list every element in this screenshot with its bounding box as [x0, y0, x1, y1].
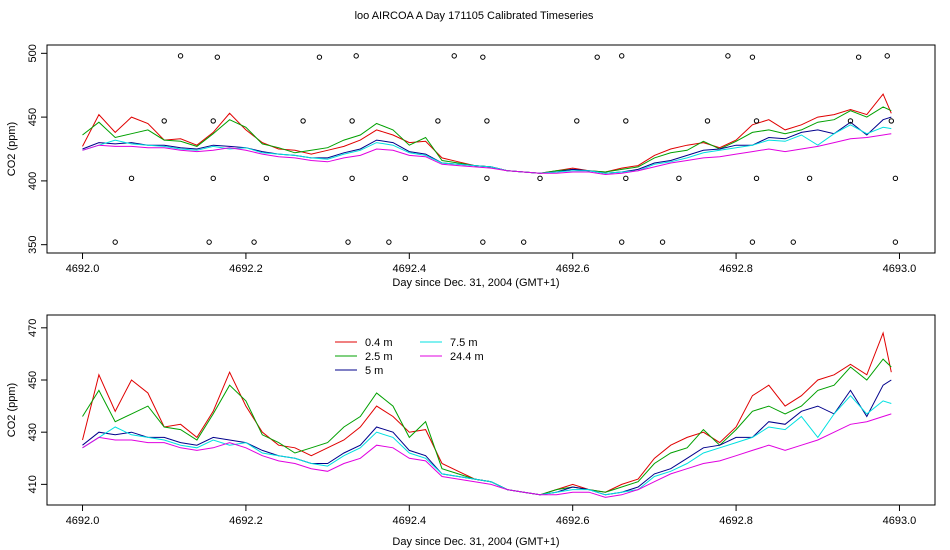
legend-label: 5 m — [365, 365, 383, 377]
legend-label: 2.5 m — [365, 351, 393, 363]
data-point-marker — [520, 239, 527, 245]
data-point-marker — [316, 54, 323, 60]
y-tick-label: 470 — [27, 319, 39, 337]
y-tick-label: 410 — [27, 475, 39, 493]
plot-frame — [46, 314, 936, 506]
y-tick-label: 400 — [27, 172, 39, 190]
data-point-marker — [537, 175, 543, 182]
data-point-marker — [753, 175, 760, 182]
data-point-marker — [484, 118, 490, 124]
data-point-marker — [214, 54, 221, 60]
data-point-marker — [480, 54, 486, 60]
data-point-marker — [451, 53, 457, 59]
y-tick-label: 350 — [27, 236, 39, 254]
series-line-7-5-m — [82, 124, 892, 174]
y-tick-label: 430 — [27, 423, 39, 441]
x-tick-label: 4693.0 — [883, 515, 917, 527]
series-group — [82, 53, 899, 245]
data-point-marker — [435, 118, 441, 124]
data-point-marker — [749, 54, 756, 60]
data-point-marker — [888, 118, 895, 124]
data-point-marker — [263, 175, 270, 182]
data-point-marker — [676, 175, 682, 182]
series-line-7-5-m — [82, 394, 892, 496]
series-line-0-4-m — [82, 93, 892, 174]
x-tick-label: 4692.8 — [719, 263, 753, 275]
data-point-marker — [704, 118, 711, 124]
data-point-marker — [659, 239, 666, 245]
x-tick-label: 4693.0 — [883, 263, 917, 275]
legend-label: 24.4 m — [450, 351, 484, 363]
data-point-marker — [619, 53, 625, 59]
legend-label: 7.5 m — [450, 337, 478, 349]
x-tick-label: 4692.2 — [229, 515, 263, 527]
x-tick-label: 4692.4 — [392, 515, 426, 527]
y-axis-label: CO2 (ppm) — [6, 122, 18, 176]
data-point-marker — [484, 175, 490, 182]
x-tick-label: 4692.2 — [229, 263, 263, 275]
data-point-marker — [806, 175, 813, 182]
series-line-5-m — [82, 116, 892, 174]
y-tick-label: 500 — [27, 44, 39, 62]
data-point-marker — [623, 118, 629, 124]
data-point-marker — [300, 118, 306, 124]
data-point-marker — [177, 53, 184, 59]
data-point-marker — [206, 239, 212, 245]
series-line-5-m — [82, 379, 892, 496]
data-point-marker — [349, 118, 355, 124]
data-point-marker — [623, 175, 629, 182]
data-point-marker — [353, 53, 359, 59]
legend: 0.4 m 2.5 m 5 m 7.5 m 24.4 m — [335, 337, 484, 377]
data-point-marker — [855, 54, 862, 60]
data-point-marker — [574, 118, 580, 124]
data-point-marker — [349, 175, 355, 182]
data-point-marker — [619, 239, 625, 245]
series-line-24-4-m — [82, 413, 892, 498]
data-point-marker — [112, 239, 118, 245]
data-point-marker — [847, 118, 854, 124]
data-point-marker — [753, 118, 760, 124]
plot-frame — [46, 44, 936, 254]
data-point-marker — [749, 239, 756, 245]
data-point-marker — [884, 53, 890, 59]
data-point-marker — [892, 239, 899, 245]
data-point-marker — [345, 239, 351, 245]
data-point-marker — [725, 53, 731, 59]
data-point-marker — [251, 239, 257, 245]
x-tick-label: 4692.4 — [392, 263, 426, 275]
data-point-marker — [210, 175, 216, 182]
chart-title: loo AIRCOA A Day 171105 Calibrated Times… — [355, 10, 594, 22]
series-group — [82, 331, 892, 498]
legend-label: 0.4 m — [365, 337, 393, 349]
x-axis-label: Day since Dec. 31, 2004 (GMT+1) — [392, 536, 559, 548]
data-point-marker — [402, 175, 408, 182]
x-axis-label: Day since Dec. 31, 2004 (GMT+1) — [392, 277, 559, 289]
data-point-marker — [128, 175, 135, 182]
data-point-marker — [210, 118, 216, 124]
data-point-marker — [892, 175, 899, 182]
y-tick-label: 450 — [27, 371, 39, 389]
series-line-0-4-m — [82, 331, 892, 496]
panel-2: 4692.0 4692.2 4692.4 4692.6 4692.8 4693.0 410 4… — [6, 314, 936, 548]
data-point-marker — [480, 239, 486, 245]
data-point-marker — [594, 54, 600, 60]
x-tick-label: 4692.6 — [556, 515, 590, 527]
panel-1: 4692.0 4692.2 4692.4 4692.6 4692.8 4693.0 350 4… — [6, 44, 936, 289]
data-point-marker — [790, 239, 796, 245]
data-point-marker — [161, 118, 167, 124]
x-tick-label: 4692.0 — [66, 515, 100, 527]
y-axis-label: CO2 (ppm) — [6, 383, 18, 437]
x-tick-label: 4692.8 — [719, 515, 753, 527]
series-line-24-4-m — [82, 133, 892, 176]
data-point-marker — [386, 239, 392, 245]
x-tick-label: 4692.0 — [66, 263, 100, 275]
x-tick-label: 4692.6 — [556, 263, 590, 275]
y-tick-label: 450 — [27, 108, 39, 126]
